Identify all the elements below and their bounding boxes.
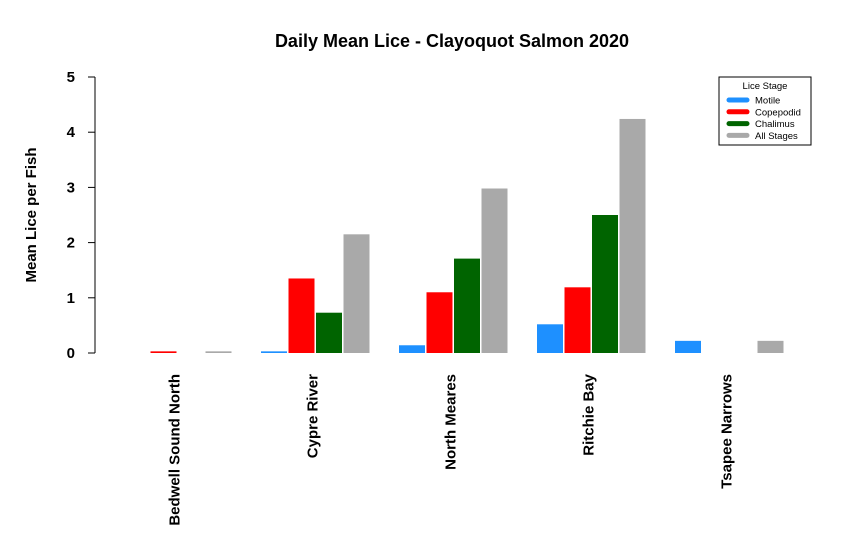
legend-label: All Stages bbox=[755, 131, 798, 142]
y-tick-label: 4 bbox=[67, 124, 76, 141]
legend-title: Lice Stage bbox=[743, 81, 788, 92]
bar-chalimus bbox=[454, 258, 480, 353]
x-tick-label: Cypre River bbox=[304, 374, 321, 458]
bar-motile bbox=[261, 351, 287, 353]
bar-all-stages bbox=[205, 351, 232, 353]
bar-chalimus bbox=[316, 312, 342, 353]
bar-all-stages bbox=[343, 234, 370, 353]
x-tick-label: Ritchie Bay bbox=[580, 373, 597, 455]
legend-label: Chalimus bbox=[755, 119, 795, 130]
bar-all-stages bbox=[619, 118, 646, 354]
bar-motile bbox=[537, 324, 563, 353]
y-axis-ticks: 0 1 2 3 4 5 bbox=[67, 69, 95, 362]
x-tick-label: Bedwell Sound North bbox=[166, 374, 183, 526]
bar-copepodid bbox=[564, 287, 591, 353]
y-axis-label: Mean Lice per Fish bbox=[23, 147, 40, 282]
bars-group bbox=[150, 118, 784, 354]
legend-label: Motile bbox=[755, 96, 780, 107]
bar-motile bbox=[675, 340, 701, 353]
x-tick-label: North Meares bbox=[442, 374, 459, 470]
y-tick-label: 3 bbox=[67, 179, 75, 196]
y-tick-label: 1 bbox=[67, 290, 75, 307]
legend-label: Copepodid bbox=[755, 107, 801, 118]
chart-title: Daily Mean Lice - Clayoquot Salmon 2020 bbox=[275, 31, 629, 51]
y-tick-label: 0 bbox=[67, 345, 75, 362]
bar-copepodid bbox=[288, 278, 315, 353]
bar-all-stages bbox=[481, 188, 508, 353]
bar-chalimus bbox=[592, 215, 618, 353]
y-tick-label: 5 bbox=[67, 69, 75, 86]
y-tick-label: 2 bbox=[67, 235, 75, 252]
x-axis-tick-labels: Bedwell Sound North Cypre River North Mear… bbox=[166, 373, 735, 525]
bar-copepodid bbox=[426, 292, 453, 353]
x-tick-label: Tsapee Narrows bbox=[718, 374, 735, 489]
bar-all-stages bbox=[757, 340, 784, 353]
bar-copepodid bbox=[150, 351, 177, 353]
bar-motile bbox=[399, 345, 425, 353]
